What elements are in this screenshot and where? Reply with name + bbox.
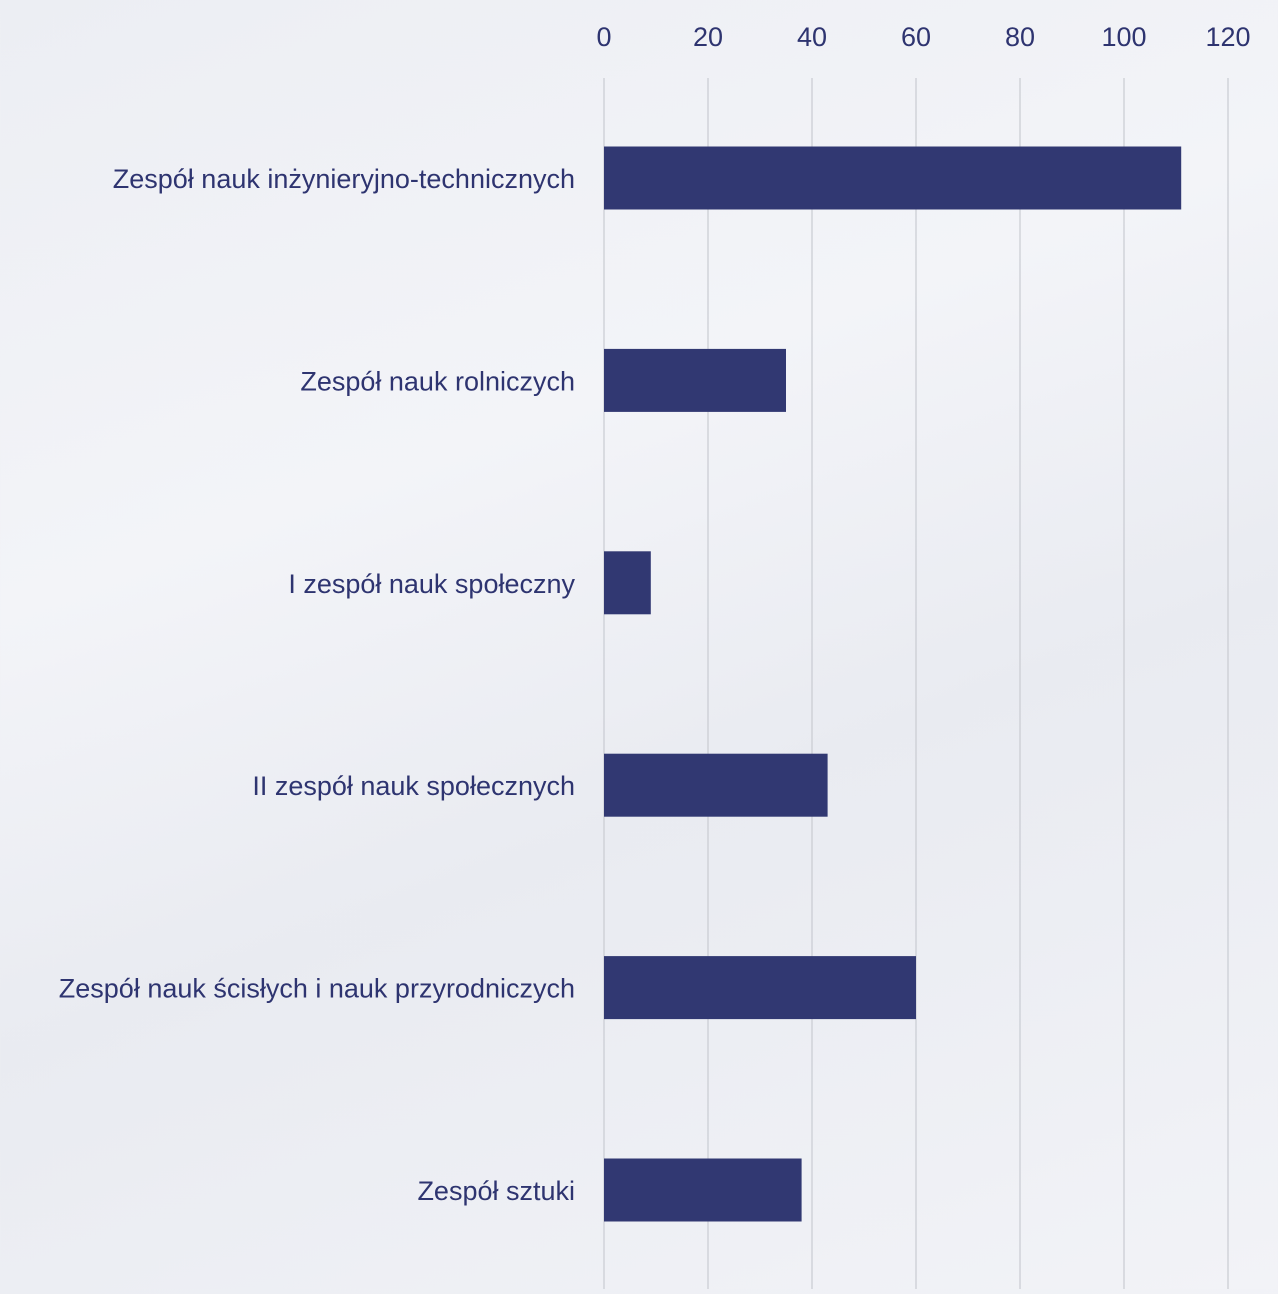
x-tick-label: 120 (1205, 22, 1250, 52)
x-tick-label: 100 (1101, 22, 1146, 52)
bars (604, 146, 1182, 1222)
bar (604, 146, 1182, 210)
category-label: Zespół nauk inżynieryjno-technicznych (113, 164, 575, 194)
bar (604, 1158, 802, 1222)
category-label: Zespół nauk rolniczych (300, 366, 575, 396)
x-tick-label: 0 (596, 22, 611, 52)
category-label: Zespół nauk ścisłych i nauk przyrodniczy… (59, 974, 575, 1004)
x-tick-label: 40 (797, 22, 827, 52)
bar (604, 753, 828, 817)
x-axis-ticks: 0 20 40 60 80 100 120 (596, 22, 1250, 52)
x-tick-label: 20 (693, 22, 723, 52)
x-tick-label: 60 (901, 22, 931, 52)
category-label: I zespół nauk społeczny (288, 569, 575, 599)
x-tick-label: 80 (1005, 22, 1035, 52)
bar (604, 551, 651, 615)
bar (604, 348, 786, 412)
category-label: Zespół sztuki (417, 1176, 575, 1206)
gridlines (603, 78, 1229, 1289)
bar (604, 956, 916, 1020)
category-labels: Zespół nauk inżynieryjno-technicznych Zes… (59, 164, 576, 1206)
category-label: II zespół nauk społecznych (252, 771, 575, 801)
